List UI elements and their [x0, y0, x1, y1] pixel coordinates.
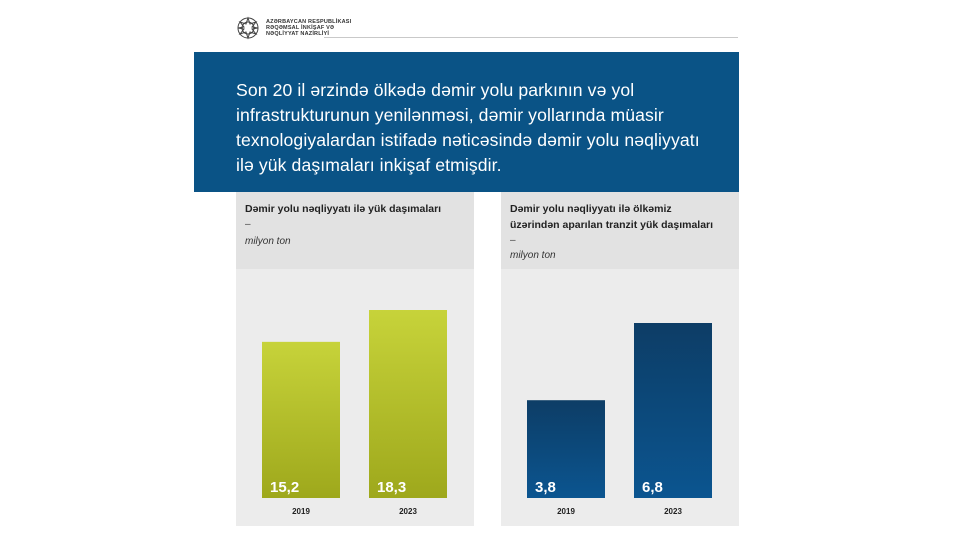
chart-unit: milyon ton	[245, 236, 291, 247]
chart-card-transit: Dəmir yolu nəqliyyatı ilə ölkəmiz üzərin…	[501, 192, 739, 526]
bar-value-label: 3,8	[535, 479, 556, 496]
bar-2019	[262, 341, 340, 498]
chart-title-line: Dəmir yolu nəqliyyatı ilə yük daşımaları	[245, 203, 442, 215]
chart-dash: –	[510, 235, 516, 246]
bar-value-label: 6,8	[642, 479, 663, 496]
bar-value-label: 18,3	[377, 479, 406, 496]
chart-title-line: Dəmir yolu nəqliyyatı ilə ölkəmiz	[510, 203, 672, 215]
chart-title: Dəmir yolu nəqliyyatı ilə yük daşımaları	[245, 201, 441, 217]
chart-freight: 15,2 2019 18,3 2023	[262, 310, 447, 516]
x-tick-label: 2023	[399, 507, 417, 516]
chart-card-freight: Dəmir yolu nəqliyyatı ilə yük daşımaları…	[236, 192, 474, 526]
chart-transit: 3,8 2019 6,8 2023	[527, 323, 712, 516]
chart-card-header	[236, 192, 474, 269]
bar-2023	[369, 310, 447, 498]
chart-dash: –	[245, 219, 251, 230]
emblem-icon	[237, 16, 259, 40]
bar-2023	[634, 323, 712, 498]
bar-2019	[527, 400, 605, 498]
chart-title: Dəmir yolu nəqliyyatı ilə ölkəmiz üzərin…	[510, 201, 713, 233]
x-tick-label: 2023	[664, 507, 682, 516]
x-tick-label: 2019	[557, 507, 575, 516]
chart-unit: milyon ton	[510, 250, 556, 261]
chart-card-header	[501, 192, 739, 269]
intro-banner: Son 20 il ərzində ölkədə dəmir yolu park…	[194, 52, 739, 192]
x-tick-label: 2019	[292, 507, 310, 516]
bar-value-label: 15,2	[270, 479, 299, 496]
banner-text: Son 20 il ərzində ölkədə dəmir yolu park…	[236, 80, 700, 175]
header-divider	[324, 37, 738, 38]
chart-title-line: üzərindən aparılan tranzit yük daşımalar…	[510, 219, 714, 231]
ministry-name: AZƏRBAYCAN RESPUBLİKASI RƏQƏMSAL İNKİŞAF…	[266, 19, 352, 37]
ministry-logo: AZƏRBAYCAN RESPUBLİKASI RƏQƏMSAL İNKİŞAF…	[236, 16, 356, 40]
